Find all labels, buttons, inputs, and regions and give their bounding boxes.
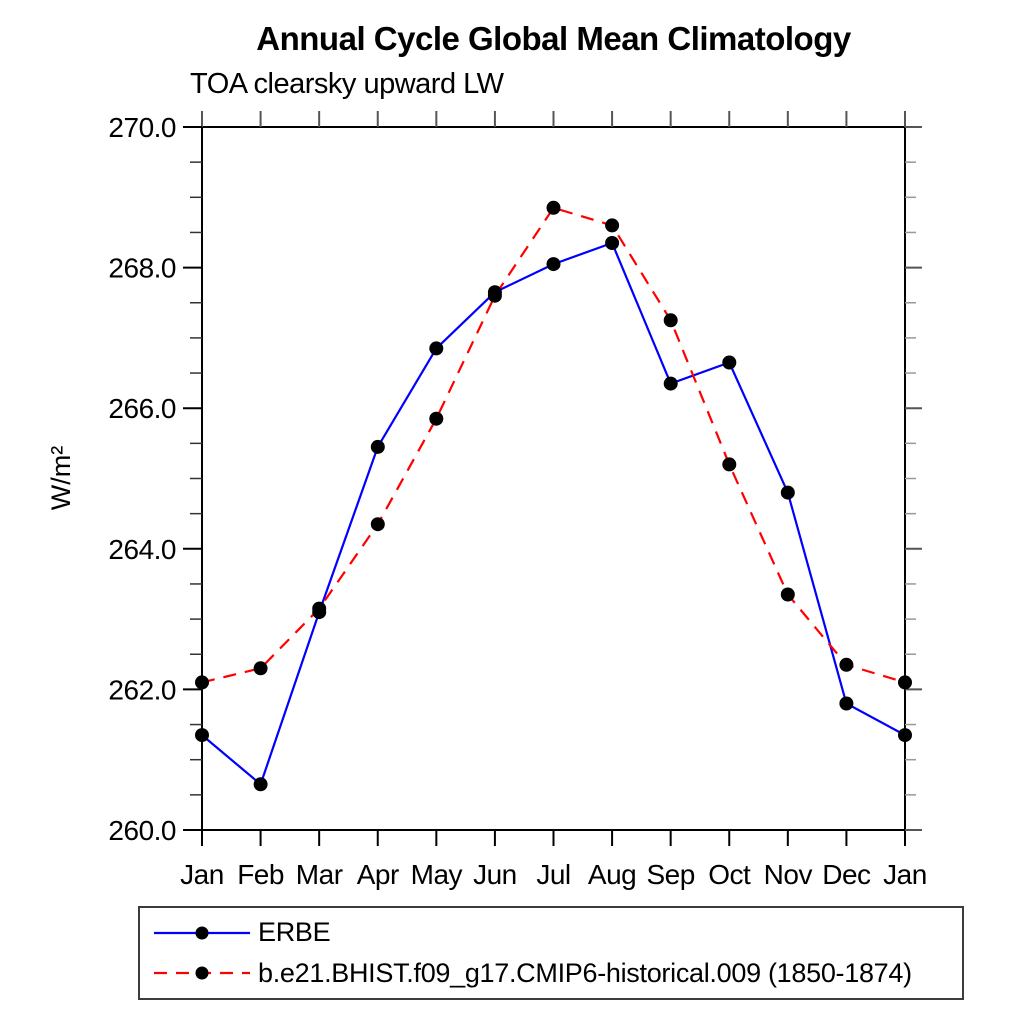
data-point-model-aug-7 bbox=[605, 218, 620, 233]
x-tick-label: May bbox=[411, 859, 463, 890]
series-line-model bbox=[201, 206, 906, 684]
legend-marker-dot-icon bbox=[195, 926, 209, 940]
data-point-erbe-aug-7 bbox=[605, 236, 620, 250]
x-tick-label: Jan bbox=[883, 859, 927, 890]
data-point-erbe-oct-9 bbox=[722, 355, 737, 370]
data-point-erbe-nov-10 bbox=[780, 485, 795, 500]
x-tick-label: Mar bbox=[296, 859, 343, 890]
y-tick-label: 266.0 bbox=[108, 393, 176, 424]
data-point-model-jun-5 bbox=[487, 288, 502, 303]
x-tick-label: Oct bbox=[708, 859, 751, 890]
data-point-model-feb-1 bbox=[253, 661, 268, 676]
legend-sample-solid-line bbox=[154, 926, 250, 940]
y-tick-label: 262.0 bbox=[108, 674, 176, 705]
x-tick-label: Aug bbox=[588, 859, 636, 890]
series-line-erbe bbox=[201, 241, 906, 787]
y-tick-label: 264.0 bbox=[108, 534, 176, 565]
data-point-model-jan-0 bbox=[195, 675, 209, 690]
data-point-erbe-may-4 bbox=[429, 341, 444, 356]
data-point-erbe-feb-1 bbox=[253, 777, 268, 792]
legend-label-erbe: ERBE bbox=[258, 917, 331, 948]
legend-sample-dashed-line bbox=[154, 966, 250, 980]
data-point-erbe-jan-0 bbox=[195, 728, 209, 743]
x-tick-label: Sep bbox=[647, 859, 695, 890]
data-point-model-nov-10 bbox=[780, 587, 795, 602]
legend-marker-dot-icon bbox=[195, 966, 209, 980]
data-point-model-mar-2 bbox=[312, 601, 327, 616]
x-tick-label: Nov bbox=[764, 859, 813, 890]
x-tick-label: Feb bbox=[237, 859, 284, 890]
data-point-erbe-sep-8 bbox=[663, 376, 678, 391]
data-point-model-sep-8 bbox=[663, 313, 678, 328]
x-tick-label: Jul bbox=[536, 859, 570, 890]
legend-label-model: b.e21.BHIST.f09_g17.CMIP6-historical.009… bbox=[258, 957, 912, 988]
data-point-model-oct-9 bbox=[722, 457, 737, 472]
y-axis-label: W/m² bbox=[46, 446, 76, 510]
y-tick-label: 260.0 bbox=[108, 815, 176, 846]
y-tick-label: 270.0 bbox=[108, 112, 176, 143]
chart-title: Annual Cycle Global Mean Climatology bbox=[256, 20, 851, 57]
series bbox=[195, 200, 912, 792]
data-point-model-may-4 bbox=[429, 411, 444, 426]
x-tick-label: Jan bbox=[180, 859, 224, 890]
data-point-model-dec-11 bbox=[839, 657, 854, 672]
legend-box: ERBE b.e21.BHIST.f09_g17.CMIP6-historica… bbox=[138, 906, 964, 1000]
data-point-erbe-jan-12 bbox=[898, 728, 912, 743]
x-tick-label: Apr bbox=[357, 859, 399, 890]
data-point-erbe-apr-3 bbox=[370, 439, 385, 454]
x-tick-label: Jun bbox=[473, 859, 517, 890]
chart-subtitle: TOA clearsky upward LW bbox=[190, 68, 504, 100]
legend-entry-erbe: ERBE bbox=[152, 917, 962, 948]
axes: Jan Feb Mar Apr May Jun Jul Aug Sep Oct Nov Dec Jan2… bbox=[108, 111, 927, 890]
data-point-model-apr-3 bbox=[370, 517, 385, 532]
data-point-model-jul-6 bbox=[546, 200, 561, 215]
legend-entry-model: b.e21.BHIST.f09_g17.CMIP6-historical.009… bbox=[152, 958, 962, 989]
y-tick-label: 268.0 bbox=[108, 253, 176, 284]
data-point-erbe-dec-11 bbox=[839, 696, 854, 711]
x-tick-label: Dec bbox=[822, 859, 871, 890]
plot-frame bbox=[201, 126, 906, 831]
data-point-model-jan-12 bbox=[898, 675, 912, 690]
data-point-erbe-jul-6 bbox=[546, 257, 561, 272]
